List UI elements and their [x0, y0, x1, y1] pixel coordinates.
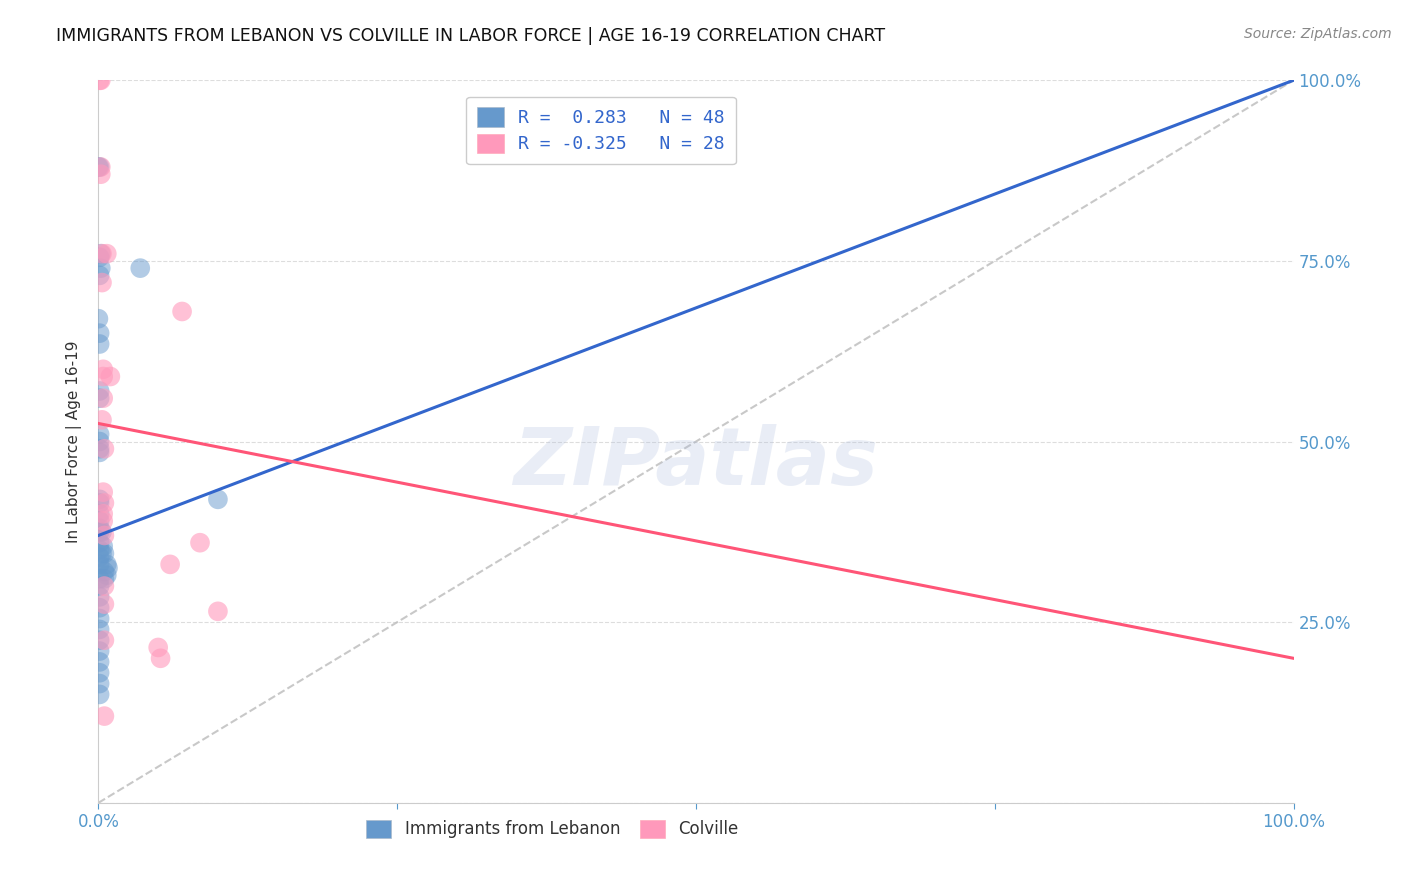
Point — [91, 507, 114, 521]
Point — [90, 160, 112, 174]
Point — [89, 521, 111, 535]
Point — [93, 633, 115, 648]
Point — [89, 496, 111, 510]
Point — [89, 600, 111, 615]
Point — [90, 73, 112, 87]
Point — [89, 507, 111, 521]
Point — [129, 261, 152, 276]
Point — [93, 597, 115, 611]
Point — [89, 160, 111, 174]
Point — [207, 492, 229, 507]
Point — [90, 167, 112, 181]
Point — [87, 311, 110, 326]
Point — [159, 558, 181, 572]
Y-axis label: In Labor Force | Age 16-19: In Labor Force | Age 16-19 — [66, 340, 83, 543]
Text: Source: ZipAtlas.com: Source: ZipAtlas.com — [1244, 27, 1392, 41]
Point — [89, 579, 111, 593]
Point — [91, 413, 114, 427]
Text: IMMIGRANTS FROM LEBANON VS COLVILLE IN LABOR FORCE | AGE 16-19 CORRELATION CHART: IMMIGRANTS FROM LEBANON VS COLVILLE IN L… — [56, 27, 886, 45]
Point — [93, 565, 115, 579]
Point — [89, 676, 111, 690]
Point — [89, 633, 111, 648]
Point — [93, 709, 115, 723]
Point — [89, 524, 111, 539]
Point — [87, 160, 110, 174]
Point — [89, 665, 111, 680]
Point — [89, 384, 111, 398]
Text: ZIPatlas: ZIPatlas — [513, 425, 879, 502]
Point — [91, 246, 114, 260]
Point — [93, 547, 115, 561]
Point — [89, 391, 111, 405]
Point — [93, 572, 115, 586]
Point — [93, 528, 115, 542]
Point — [89, 250, 111, 264]
Point — [89, 644, 111, 658]
Point — [89, 337, 111, 351]
Point — [97, 561, 120, 575]
Point — [89, 655, 111, 669]
Point — [89, 427, 111, 442]
Point — [172, 304, 194, 318]
Point — [89, 514, 111, 528]
Point — [91, 362, 114, 376]
Point — [89, 611, 111, 625]
Point — [93, 496, 115, 510]
Point — [96, 558, 118, 572]
Point — [90, 246, 112, 260]
Point — [89, 550, 111, 565]
Point — [207, 604, 229, 618]
Point — [89, 268, 111, 283]
Point — [89, 558, 111, 572]
Point — [89, 326, 111, 340]
Point — [89, 445, 111, 459]
Point — [89, 542, 111, 557]
Point — [148, 640, 170, 655]
Point — [96, 568, 118, 582]
Point — [91, 276, 114, 290]
Point — [93, 579, 115, 593]
Point — [98, 369, 122, 384]
Point — [91, 547, 114, 561]
Point — [89, 572, 111, 586]
Point — [91, 514, 114, 528]
Point — [89, 73, 111, 87]
Point — [91, 524, 114, 539]
Point — [89, 590, 111, 604]
Point — [91, 485, 114, 500]
Point — [90, 261, 112, 276]
Point — [89, 535, 111, 549]
Point — [91, 539, 114, 553]
Point — [89, 623, 111, 637]
Point — [89, 492, 111, 507]
Point — [89, 434, 111, 449]
Point — [89, 687, 111, 701]
Point — [96, 246, 118, 260]
Point — [91, 391, 114, 405]
Point — [89, 442, 111, 456]
Point — [91, 369, 114, 384]
Point — [188, 535, 211, 549]
Point — [93, 442, 115, 456]
Point — [149, 651, 172, 665]
Legend: Immigrants from Lebanon, Colville: Immigrants from Lebanon, Colville — [360, 813, 745, 845]
